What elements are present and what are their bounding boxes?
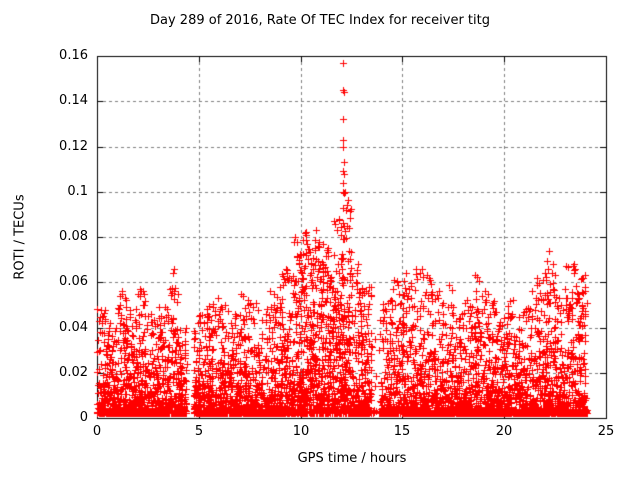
y-tick-label: 0.04: [59, 320, 88, 335]
y-tick-label: 0.12: [59, 139, 88, 154]
y-tick-label: 0.06: [59, 274, 88, 289]
x-tick-label: 15: [393, 424, 411, 439]
x-axis-label: GPS time / hours: [297, 451, 407, 466]
x-tick-label: 20: [495, 424, 513, 439]
y-tick-label: 0.1: [67, 184, 88, 199]
x-tick-label: 5: [194, 424, 204, 439]
x-tick-label: 10: [292, 424, 310, 439]
y-tick-label: 0.16: [59, 48, 88, 63]
y-tick-label: 0.02: [59, 365, 88, 380]
y-tick-label: 0.08: [59, 229, 88, 244]
x-tick-label: 25: [597, 424, 615, 439]
y-axis-label: ROTI / TECUs: [12, 194, 28, 280]
x-tick-label: 0: [92, 424, 102, 439]
y-tick-label: 0.14: [59, 93, 88, 108]
y-tick-label: 0: [79, 410, 88, 425]
chart-title: Day 289 of 2016, Rate Of TEC Index for r…: [150, 13, 490, 28]
